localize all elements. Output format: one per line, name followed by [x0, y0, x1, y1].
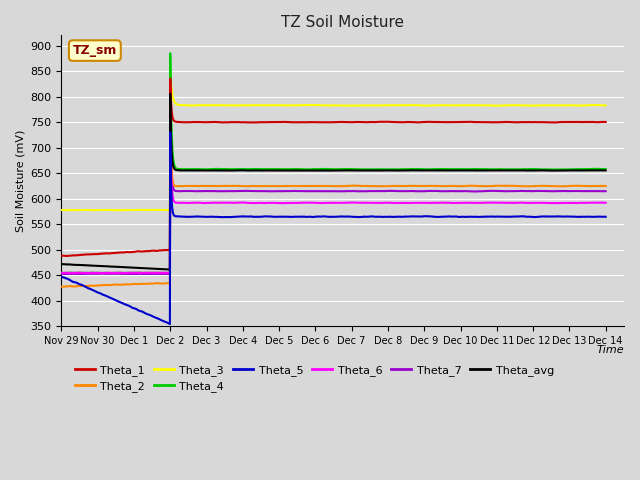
Text: Time: Time [596, 346, 624, 355]
Legend: Theta_1, Theta_2, Theta_3, Theta_4, Theta_5, Theta_6, Theta_7, Theta_avg: Theta_1, Theta_2, Theta_3, Theta_4, Thet… [70, 360, 559, 396]
Text: TZ_sm: TZ_sm [73, 44, 117, 57]
Y-axis label: Soil Moisture (mV): Soil Moisture (mV) [15, 130, 25, 232]
Title: TZ Soil Moisture: TZ Soil Moisture [281, 15, 404, 30]
